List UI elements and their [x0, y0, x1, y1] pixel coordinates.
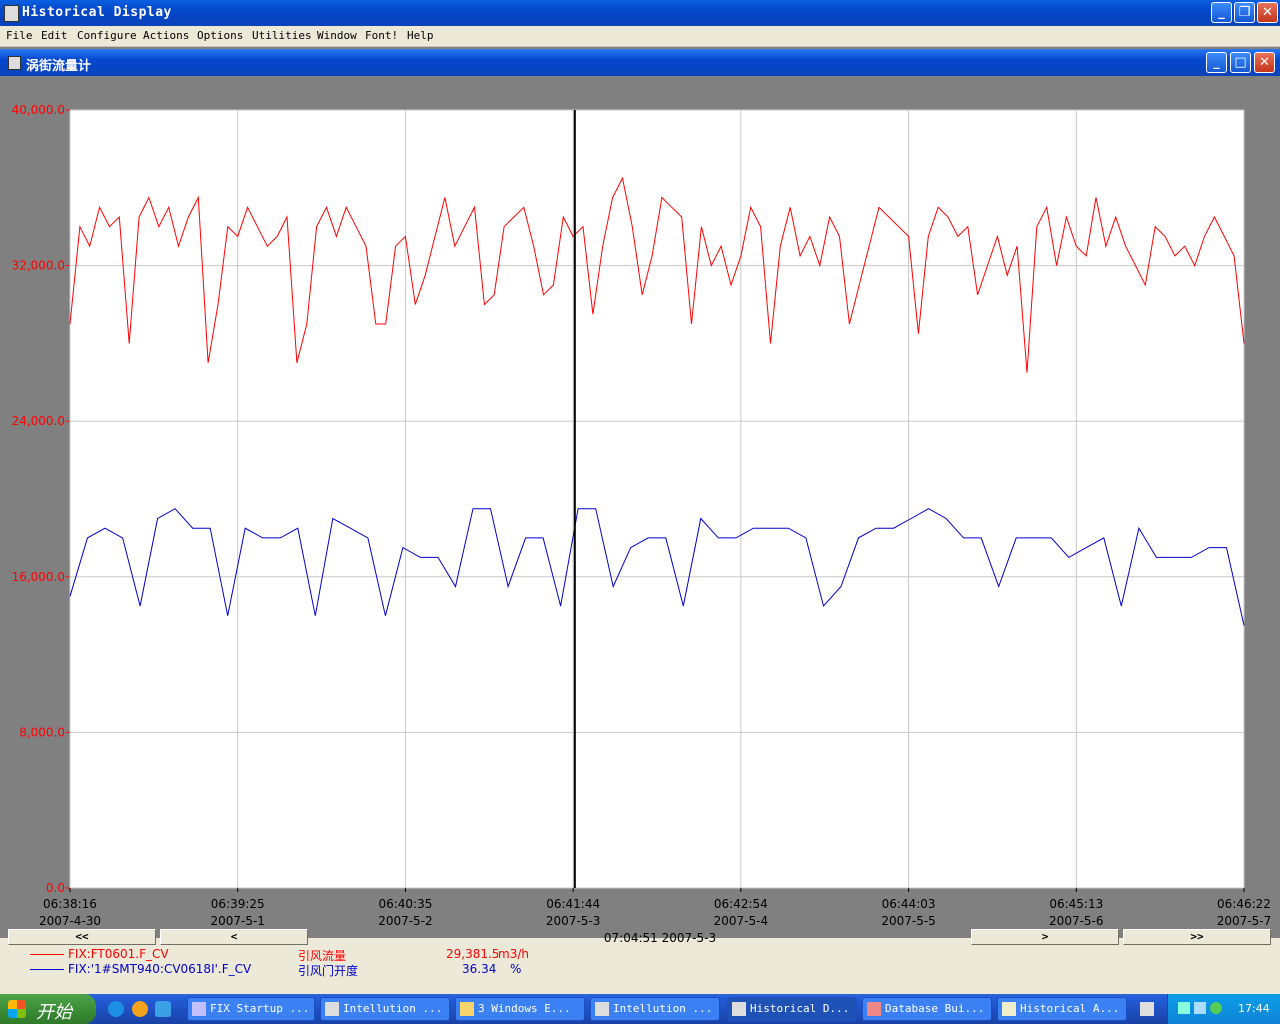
- menu-bar: File Edit Configure Actions Options Util…: [0, 26, 1280, 47]
- x-tick-time: 06:45:13: [1049, 897, 1104, 911]
- menu-configure[interactable]: Configure: [77, 29, 137, 42]
- child-window-icon[interactable]: [8, 56, 21, 70]
- intellution-icon: [595, 1002, 609, 1016]
- x-tick-date: 2007-5-4: [713, 914, 769, 928]
- keyboard-icon[interactable]: [1140, 1002, 1154, 1016]
- trend-chart[interactable]: 40,000.0 32,000.0 24,000.0 16,000.0 8,000.0 0…: [0, 76, 1280, 896]
- media-player-quicklaunch-icon[interactable]: [132, 1001, 148, 1017]
- y-tick-label: 24,000.0: [12, 414, 65, 428]
- y-tick-label: 0.0: [46, 881, 65, 895]
- cursor-time-label: 07:04:51 2007-5-3: [603, 931, 717, 945]
- series-line-flow: [69, 176, 1245, 373]
- taskbar: 开始 FIX Startup ... Intellution ... 3 Win…: [0, 994, 1280, 1024]
- task-intellution-2[interactable]: Intellution ...: [590, 997, 720, 1021]
- y-tick-label: 32,000.0: [12, 259, 65, 273]
- x-tick-date: 2007-5-7: [1216, 914, 1272, 928]
- legend-value: 36.34: [462, 962, 497, 976]
- task-intellution-1[interactable]: Intellution ...: [320, 997, 450, 1021]
- menu-actions[interactable]: Actions: [143, 29, 190, 42]
- y-tick-label: 8,000.0: [19, 725, 65, 739]
- language-icon[interactable]: [1194, 1002, 1206, 1014]
- task-database-builder[interactable]: Database Bui...: [862, 997, 992, 1021]
- legend-unit: m3/h: [498, 947, 529, 961]
- browser-quicklaunch-icon[interactable]: [155, 1001, 171, 1017]
- task-historical-assign[interactable]: Historical A...: [997, 997, 1127, 1021]
- folder-icon: [460, 1002, 474, 1016]
- menu-font[interactable]: Font!: [365, 29, 399, 42]
- maximize-button[interactable]: ❐: [1234, 2, 1255, 23]
- x-tick-time: 06:44:03: [881, 897, 936, 911]
- x-tick-time: 06:39:25: [210, 897, 265, 911]
- legend-swatch: [30, 969, 64, 970]
- network-icon[interactable]: [1178, 1002, 1190, 1014]
- legend-value: 29,381.5: [446, 947, 500, 961]
- start-label: 开始: [36, 1002, 72, 1023]
- scroll-first-button[interactable]: <<: [8, 929, 156, 945]
- historical-display-icon: [732, 1002, 746, 1016]
- legend-tag: FIX:'1#SMT940:CV0618I'.F_CV: [68, 962, 252, 976]
- scroll-last-button[interactable]: >>: [1123, 929, 1271, 945]
- system-tray: 17:44: [1167, 994, 1280, 1024]
- menu-options[interactable]: Options: [197, 29, 244, 42]
- y-tick-label: 40,000.0: [12, 103, 65, 117]
- x-tick-time: 06:40:35: [378, 897, 433, 911]
- y-tick-label: 16,000.0: [12, 570, 65, 584]
- menu-utilities[interactable]: Utilities: [252, 29, 312, 42]
- x-tick-time: 06:46:22: [1217, 897, 1271, 911]
- child-window-titlebar: 涡街流量计 _ □ ✕: [0, 49, 1280, 76]
- database-icon: [867, 1002, 881, 1016]
- x-tick-date: 2007-5-6: [1049, 914, 1104, 928]
- menu-window[interactable]: Window: [317, 29, 357, 42]
- legend-unit: %: [510, 962, 522, 976]
- clock[interactable]: 17:44: [1238, 1002, 1270, 1015]
- legend-tag: FIX:FT0601.F_CV: [68, 947, 169, 961]
- series-line-damper: [69, 508, 1245, 626]
- window-titlebar: Historical Display _ ❐ ✕: [0, 0, 1280, 26]
- child-maximize-button[interactable]: □: [1230, 52, 1251, 73]
- legend-description: 引风门开度: [298, 964, 359, 978]
- legend-swatch: [30, 954, 64, 955]
- task-windows-explorer[interactable]: 3 Windows E...: [455, 997, 585, 1021]
- minimize-button[interactable]: _: [1211, 2, 1232, 23]
- menu-help[interactable]: Help: [407, 29, 434, 42]
- child-minimize-button[interactable]: _: [1206, 52, 1227, 73]
- window-title: Historical Display: [22, 5, 172, 20]
- app-icon[interactable]: [4, 5, 19, 22]
- scroll-next-button[interactable]: >: [971, 929, 1119, 945]
- task-fix-startup[interactable]: FIX Startup ...: [187, 997, 315, 1021]
- child-close-button[interactable]: ✕: [1254, 52, 1275, 73]
- fix-icon: [192, 1002, 206, 1016]
- x-tick-date: 2007-4-30: [38, 914, 102, 928]
- intellution-icon: [325, 1002, 339, 1016]
- menu-edit[interactable]: Edit: [41, 29, 68, 42]
- x-tick-date: 2007-5-1: [210, 914, 265, 928]
- start-button[interactable]: 开始: [0, 994, 96, 1024]
- legend-description: 引风流量: [298, 949, 347, 963]
- plot-area: [69, 109, 1245, 889]
- x-tick-time: 06:42:54: [713, 897, 768, 911]
- task-historical-display[interactable]: Historical D...: [727, 997, 857, 1021]
- x-tick-time: 06:41:44: [546, 897, 601, 911]
- windows-logo-icon: [8, 1000, 26, 1018]
- security-icon[interactable]: [1210, 1002, 1222, 1014]
- x-tick-date: 2007-5-5: [881, 914, 936, 928]
- menu-file[interactable]: File: [6, 29, 33, 42]
- ie-quicklaunch-icon[interactable]: [108, 1001, 124, 1017]
- close-button[interactable]: ✕: [1257, 2, 1278, 23]
- historical-assign-icon: [1002, 1002, 1016, 1016]
- child-window-title: 涡街流量计: [26, 59, 92, 74]
- x-tick-date: 2007-5-2: [378, 914, 433, 928]
- x-tick-date: 2007-5-3: [545, 914, 601, 928]
- x-tick-time: 06:38:16: [43, 897, 97, 911]
- scroll-prev-button[interactable]: <: [160, 929, 308, 945]
